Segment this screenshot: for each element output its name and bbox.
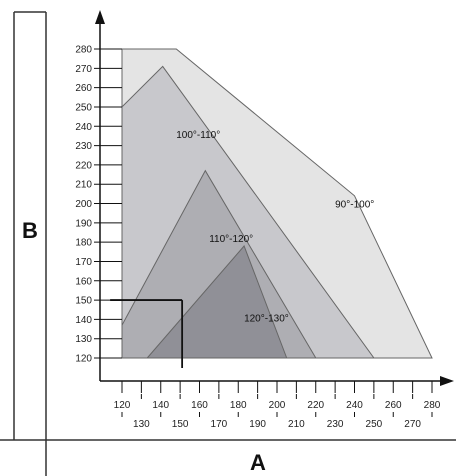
y-tick-label: 270: [75, 64, 92, 75]
y-tick-label: 150: [75, 296, 92, 307]
x-tick-label: 130: [133, 419, 150, 430]
x-tick-label: 160: [191, 400, 208, 411]
ticks: 1201301401501601701801902002102202302402…: [75, 45, 440, 431]
x-tick-label: 140: [152, 400, 169, 411]
x-tick-label: 120: [114, 400, 131, 411]
x-axis-label: A: [250, 450, 266, 475]
x-tick-label: 230: [327, 419, 344, 430]
y-tick-label: 140: [75, 315, 92, 326]
x-tick-label: 240: [346, 400, 363, 411]
y-tick-label: 180: [75, 238, 92, 249]
y-tick-label: 190: [75, 218, 92, 229]
region-label: 100°-110°: [176, 130, 220, 141]
y-axis-label: B: [22, 218, 38, 243]
x-tick-label: 150: [172, 419, 189, 430]
region-labels: 90°-100° 100°-110° 110°-120° 120°-130°: [176, 130, 374, 324]
x-tick-label: 180: [230, 400, 247, 411]
y-tick-label: 200: [75, 199, 92, 210]
x-tick-label: 280: [424, 400, 441, 411]
x-tick-label: 190: [249, 419, 266, 430]
region-label: 110°-120°: [209, 234, 253, 245]
y-tick-label: 210: [75, 180, 92, 191]
frame: [0, 11, 456, 476]
x-tick-label: 270: [404, 419, 421, 430]
y-tick-label: 240: [75, 122, 92, 133]
y-tick-label: 280: [75, 45, 92, 56]
y-tick-label: 170: [75, 257, 92, 268]
y-tick-label: 130: [75, 334, 92, 345]
y-tick-label: 230: [75, 141, 92, 152]
region-label: 90°-100°: [335, 199, 374, 210]
y-tick-label: 120: [75, 354, 92, 365]
x-tick-label: 170: [211, 419, 228, 430]
x-tick-label: 210: [288, 419, 305, 430]
regions: [121, 48, 433, 359]
example-lines: [110, 299, 184, 368]
x-tick-label: 250: [366, 419, 383, 430]
y-axis-arrow: [95, 10, 105, 24]
x-tick-label: 200: [269, 400, 286, 411]
y-tick-label: 160: [75, 276, 92, 287]
x-tick-label: 260: [385, 400, 402, 411]
x-tick-label: 220: [307, 400, 324, 411]
y-tick-label: 260: [75, 83, 92, 94]
x-axis-arrow: [440, 376, 454, 386]
region-label: 120°-130°: [244, 313, 289, 324]
y-tick-label: 220: [75, 160, 92, 171]
y-tick-label: 250: [75, 102, 92, 113]
